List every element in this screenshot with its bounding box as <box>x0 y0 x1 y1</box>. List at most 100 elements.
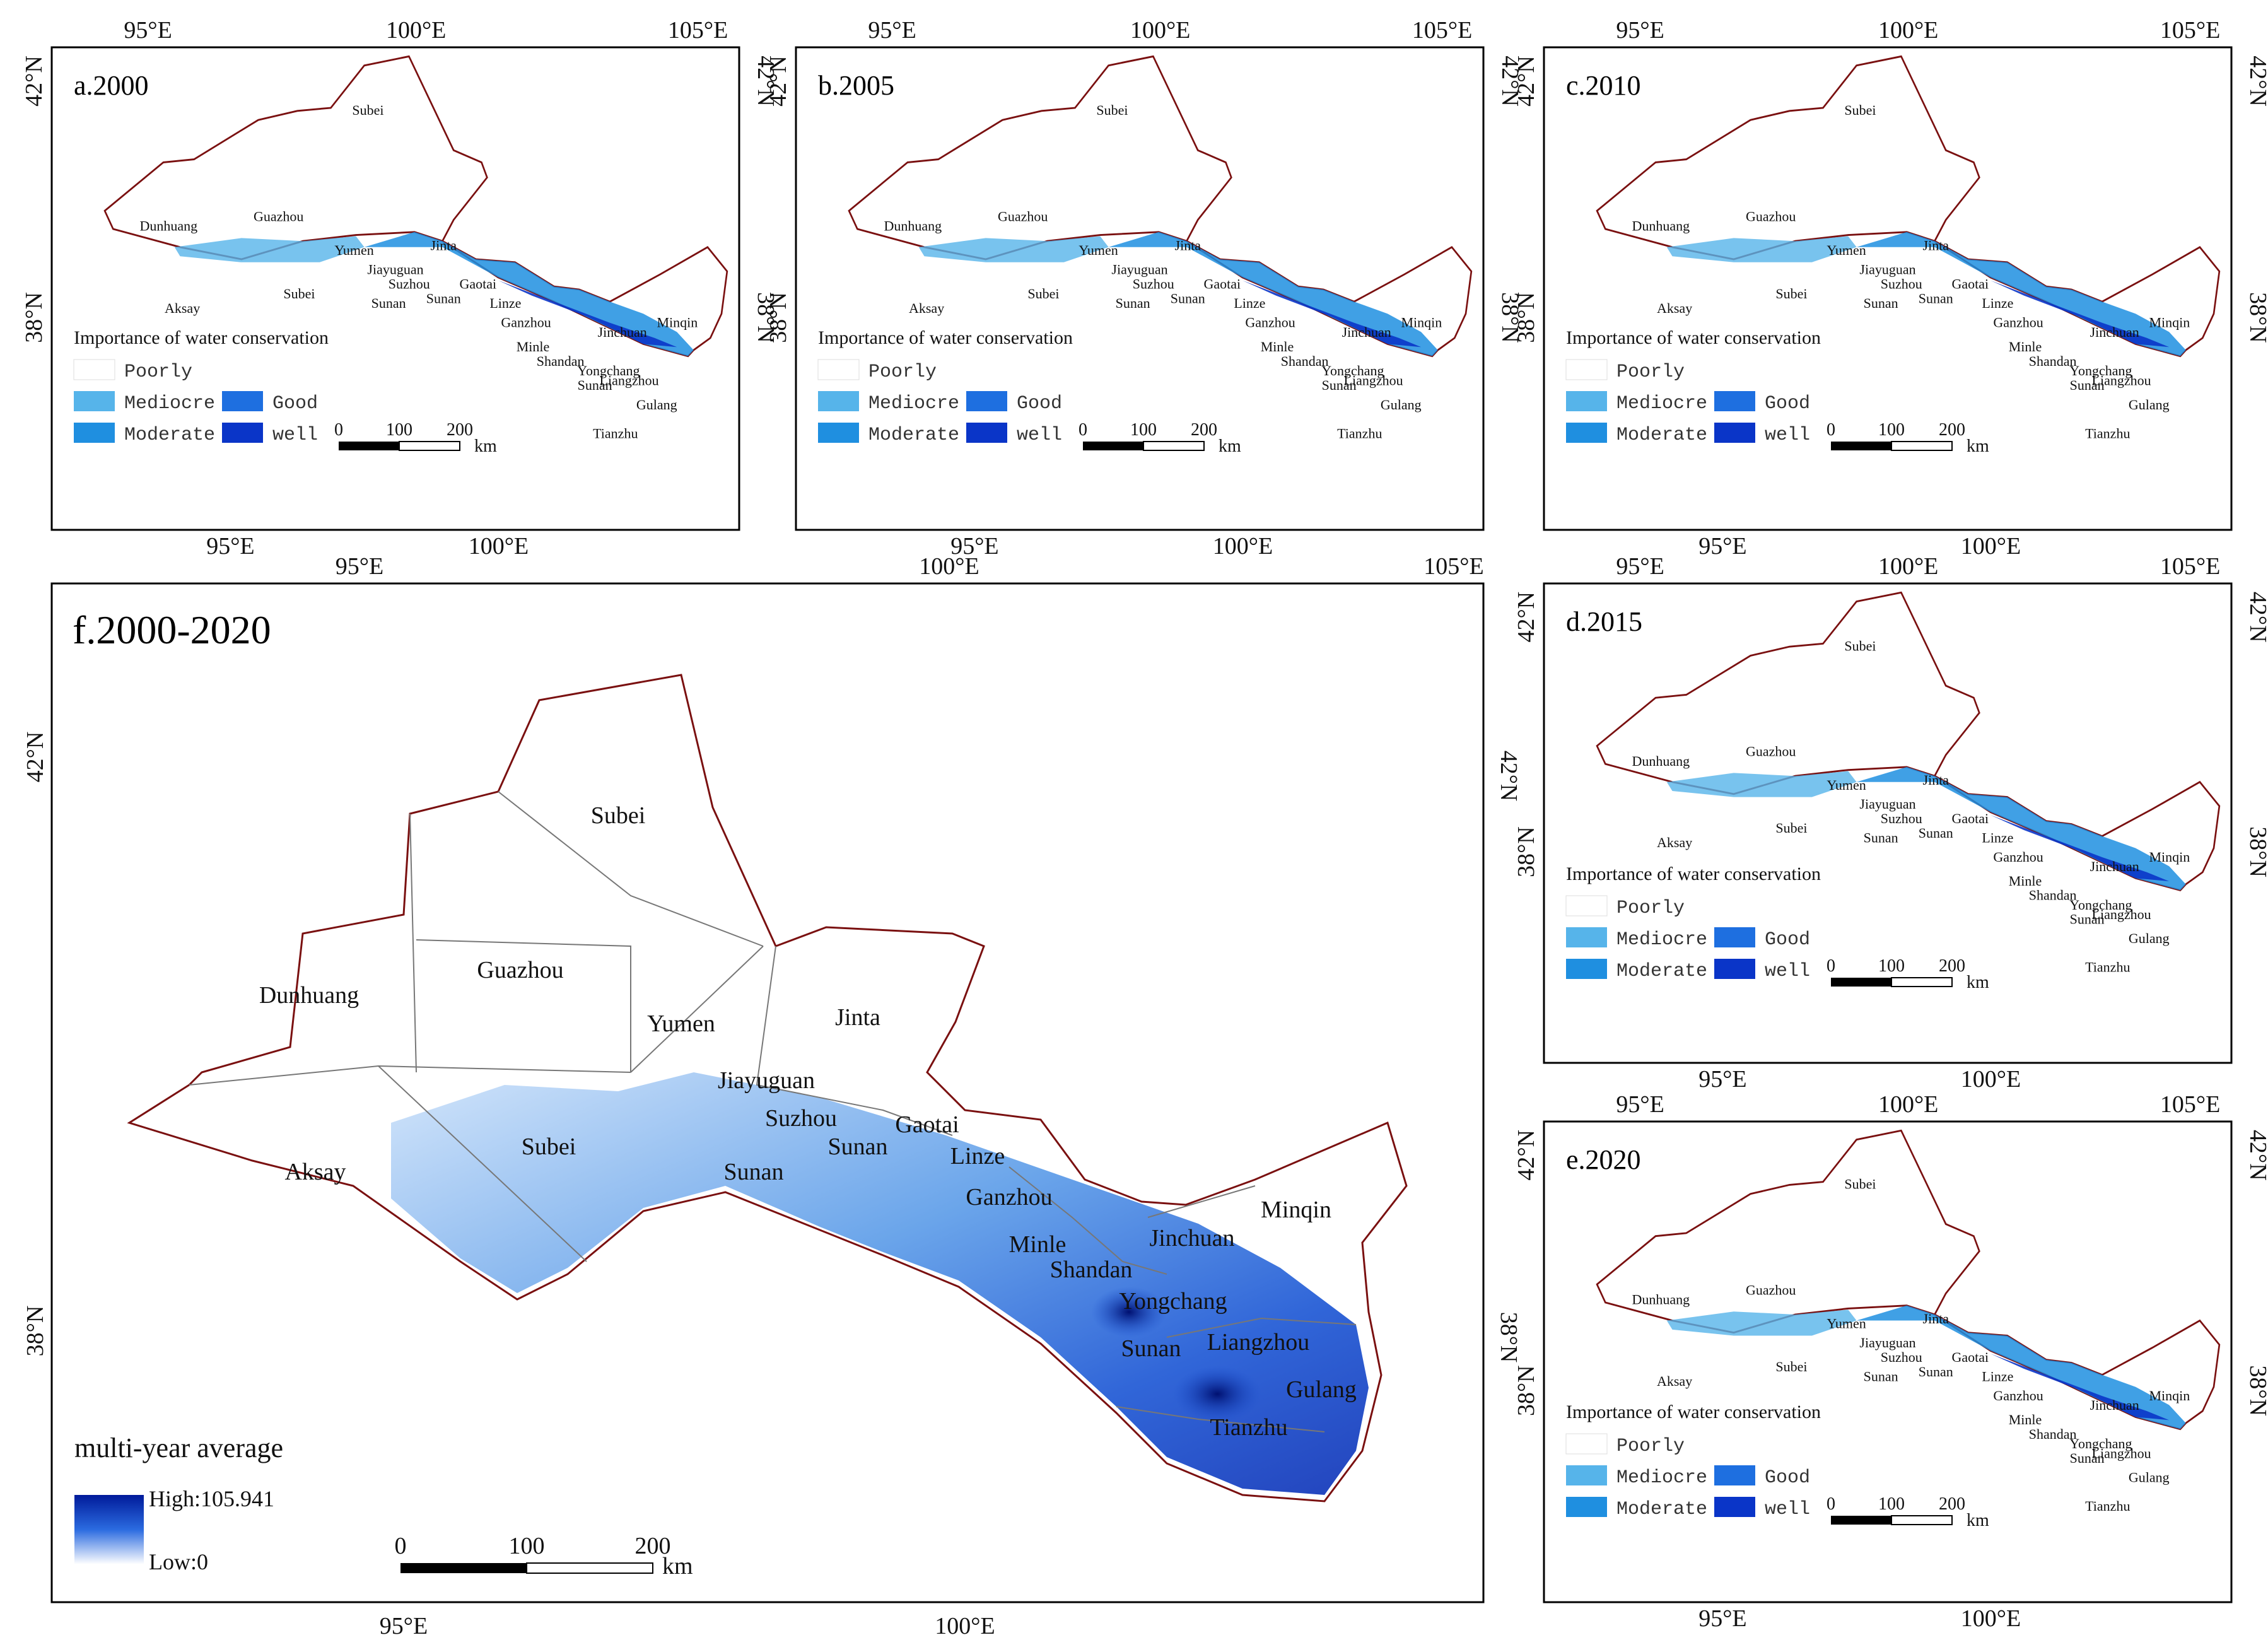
label-sunan: Sunan <box>2070 911 2105 927</box>
scalebar-white <box>1891 441 1953 451</box>
legend-label-good: Good <box>272 393 318 414</box>
lat-42-right: 42°N <box>752 56 779 107</box>
panel-e: 95°E 100°E 105°E 95°E 100°E 42°N 38°N 42°N 38°N e… <box>1513 1091 2268 1632</box>
label-gulang: Gulang <box>1286 1376 1357 1403</box>
lon-100-bottom: 100°E <box>1961 533 2021 559</box>
legend-swatch-mediocre <box>74 391 115 411</box>
label-liangzhou: Liangzhou <box>2092 373 2151 389</box>
label-jinchuan: Jinchuan <box>2090 324 2139 340</box>
lon-95-bottom: 95°E <box>1698 1605 1746 1632</box>
label-jinchuan: Jinchuan <box>1149 1225 1234 1251</box>
label-ganzhou: Ganzhou <box>1245 315 1295 331</box>
label-liangzhou: Liangzhou <box>2092 1445 2151 1461</box>
label-minle: Minle <box>517 339 550 354</box>
label-gulang: Gulang <box>2129 930 2170 946</box>
panel-title: d.2015 <box>1566 606 1642 637</box>
big-legend-high: High:105.941 <box>149 1486 274 1511</box>
label-shandan: Shandan <box>2029 353 2077 369</box>
label-jinta: Jinta <box>1923 1311 1949 1327</box>
legend-title: Importance of water conservation <box>74 327 329 348</box>
small-panels: 95°E 100°E 105°E95°E 100°E42°N38°N42°N38°Na… <box>21 17 2268 1632</box>
lat-42-right: 42°N <box>2245 56 2268 107</box>
label-sunan-mid: Sunan <box>828 1134 888 1160</box>
big-legend-gradient <box>74 1495 144 1564</box>
label-subei: Subei <box>1775 286 1807 302</box>
scalebar-black <box>1831 978 1891 987</box>
legend-label-poorly: Poorly <box>1616 1436 1685 1457</box>
panel-title: c.2010 <box>1566 70 1641 101</box>
scalebar-black <box>1083 442 1143 450</box>
label-jinchuan: Jinchuan <box>2090 1397 2139 1413</box>
label-jiayuguan: Jiayuguan <box>1859 1335 1915 1350</box>
legend-label-moderate: Moderate <box>124 425 215 446</box>
legend-swatch-mediocre <box>1566 927 1607 947</box>
lat-38-right: 38°N <box>2245 1365 2268 1416</box>
legend-label-moderate: Moderate <box>868 425 959 446</box>
scale-label: 200 <box>1939 420 1965 440</box>
label-sunan: Sunan <box>371 295 406 311</box>
label-liangzhou: Liangzhou <box>2092 906 2151 922</box>
legend-label-well: well <box>1017 425 1062 446</box>
label-sunan: Sunan <box>578 377 612 393</box>
label-sunan-west: Sunan <box>724 1159 784 1185</box>
big-panel: 95°E 100°E 105°E 95°E 100°E 42°N 38°N 42… <box>22 553 1522 1639</box>
legend-label-moderate: Moderate <box>1616 425 1707 446</box>
scalebar-black <box>339 442 399 450</box>
scalebar-white <box>399 441 460 451</box>
label-jinta: Jinta <box>835 1004 880 1031</box>
label-ganzhou: Ganzhou <box>1993 315 2043 331</box>
lat-42-left: 42°N <box>21 56 47 107</box>
scale-unit: km <box>1967 973 1989 992</box>
label-liangzhou: Liangzhou <box>1344 373 1403 389</box>
lon-100-top: 100°E <box>1878 553 1938 580</box>
scale-label: 100 <box>1878 420 1905 440</box>
label-yumen: Yumen <box>1078 242 1118 258</box>
lat-38-right: 38°N <box>2245 292 2268 343</box>
scale-label: 200 <box>447 420 473 440</box>
legend-swatch-moderate <box>1566 1497 1607 1517</box>
label-subei: Subei <box>1775 1359 1807 1374</box>
panel-region <box>848 55 1473 358</box>
big-scale-0: 0 <box>395 1533 407 1559</box>
panel-region <box>1596 55 2221 358</box>
label-minle: Minle <box>2009 339 2042 354</box>
legend-label-moderate: Moderate <box>1616 1499 1707 1520</box>
label-yumen: Yumen <box>647 1011 715 1037</box>
label-sunan: Sunan <box>2070 377 2105 393</box>
scalebar-white <box>1891 1515 1953 1525</box>
legend-label-good: Good <box>1017 393 1062 414</box>
label-yumen: Yumen <box>1827 777 1866 793</box>
label-yongchang: Yongchang <box>1321 363 1384 378</box>
label-shandan: Shandan <box>1281 353 1329 369</box>
label-subei-north: Subei <box>591 802 646 829</box>
label-subei: Subei <box>1844 102 1876 118</box>
scale-label: 0 <box>1827 1494 1835 1514</box>
label-tianzhu: Tianzhu <box>2085 1498 2130 1514</box>
big-scalebar: 0 100 200 km <box>395 1533 693 1579</box>
lat-38-left: 38°N <box>1513 1365 1540 1416</box>
label-subei: Subei <box>1775 820 1807 836</box>
label-yumen: Yumen <box>334 242 373 258</box>
label-aksay: Aksay <box>165 300 200 316</box>
scale-unit: km <box>1967 1511 1989 1530</box>
panel-title: e.2020 <box>1566 1144 1641 1175</box>
legend-label-good: Good <box>1765 1467 1810 1489</box>
big-scale-100: 100 <box>509 1533 545 1559</box>
label-linze: Linze <box>1982 295 2013 311</box>
legend-swatch-poorly <box>1565 895 1608 917</box>
band-well <box>1990 1354 2170 1421</box>
label-gaotai: Gaotai <box>459 276 496 292</box>
label-yongchang: Yongchang <box>2069 363 2132 378</box>
label-jinta: Jinta <box>1923 772 1949 788</box>
label-sunan: Sunan <box>1919 290 1953 306</box>
label-jinchuan: Jinchuan <box>598 324 647 340</box>
label-tianzhu: Tianzhu <box>2085 959 2130 975</box>
label-sunan: Sunan <box>426 290 461 306</box>
lon-95-bottom: 95°E <box>380 1613 428 1639</box>
lon-100-bottom: 100°E <box>1213 533 1273 559</box>
scale-label: 0 <box>1827 420 1835 440</box>
big-hotspot <box>1173 1366 1261 1422</box>
label-suzhou: Suzhou <box>1881 276 1922 292</box>
label-jinta: Jinta <box>1923 237 1949 253</box>
label-suzhou: Suzhou <box>389 276 430 292</box>
